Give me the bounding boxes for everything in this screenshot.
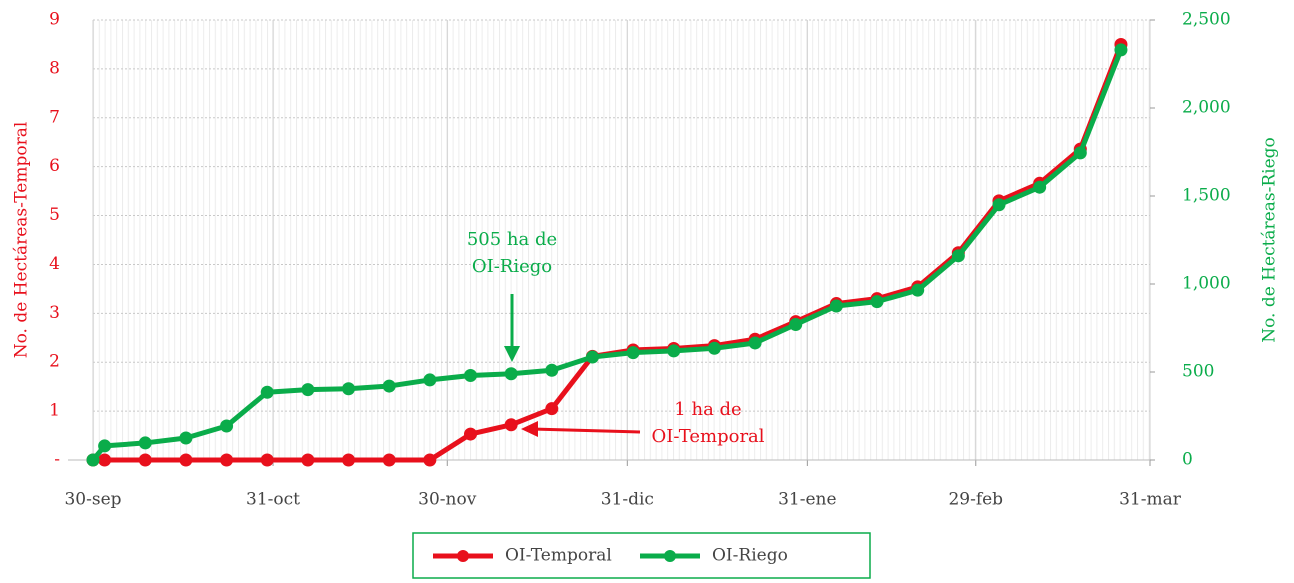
legend-marker xyxy=(664,550,676,562)
data-point xyxy=(992,198,1006,212)
data-point xyxy=(179,431,193,445)
data-point xyxy=(464,369,477,383)
x-tick-label: 30-sep xyxy=(64,490,121,510)
x-tick-label: 31-ene xyxy=(778,490,836,510)
y-tick-label: 3 xyxy=(49,303,60,323)
y-tick-label: 7 xyxy=(49,107,60,127)
data-point xyxy=(179,453,193,467)
y2-tick-label: 0 xyxy=(1182,450,1193,470)
annotation-arrow xyxy=(531,427,641,434)
data-point xyxy=(667,344,681,358)
data-point xyxy=(504,367,518,381)
data-point xyxy=(220,453,234,467)
annotation-arrowhead xyxy=(504,346,520,362)
data-point xyxy=(423,453,437,467)
data-point xyxy=(870,295,884,309)
data-point xyxy=(951,249,965,263)
y2-tick-label: 2,000 xyxy=(1182,98,1231,118)
data-point xyxy=(504,418,518,432)
data-point xyxy=(260,453,274,467)
y-tick-label: 2 xyxy=(49,352,60,372)
data-point xyxy=(707,341,721,355)
data-point xyxy=(626,346,640,360)
minor-grid xyxy=(93,20,1150,460)
x-tick-label: 29-feb xyxy=(948,490,1003,510)
data-point xyxy=(301,383,315,397)
data-point xyxy=(748,336,762,350)
data-point xyxy=(789,317,803,331)
y-tick-label: 4 xyxy=(49,254,60,274)
data-point xyxy=(342,453,356,467)
annotation: 505 ha de xyxy=(467,229,557,250)
data-point xyxy=(1114,43,1128,57)
data-point xyxy=(545,363,559,377)
y-tick-label: 6 xyxy=(49,156,60,176)
y-tick-label: - xyxy=(54,450,60,470)
y-tick-label: 5 xyxy=(49,205,60,225)
data-point xyxy=(98,453,112,467)
legend-marker xyxy=(457,550,469,562)
x-tick-label: 31-oct xyxy=(246,490,300,510)
y2-tick-label: 500 xyxy=(1182,362,1214,382)
data-point xyxy=(464,427,477,441)
data-point xyxy=(1033,180,1047,194)
y2-tick-label: 1,500 xyxy=(1182,186,1231,206)
legend-label: OI-Temporal xyxy=(505,546,612,566)
data-point xyxy=(1073,146,1087,160)
y-tick-label: 9 xyxy=(49,10,60,30)
x-tick-label: 31-dic xyxy=(601,490,654,510)
data-point xyxy=(98,439,112,453)
data-point xyxy=(138,436,152,450)
data-point xyxy=(382,453,396,467)
legend-label: OI-Riego xyxy=(712,546,788,566)
data-point xyxy=(342,382,356,396)
data-point xyxy=(829,299,843,313)
y2-tick-label: 2,500 xyxy=(1182,10,1231,30)
data-point xyxy=(86,453,100,467)
data-point xyxy=(138,453,152,467)
y2-axis-label: No. de Hectáreas-Riego xyxy=(1260,137,1280,343)
annotation: OI-Temporal xyxy=(651,426,764,447)
x-tick-label: 31-mar xyxy=(1119,490,1182,510)
x-tick-label: 30-nov xyxy=(418,490,477,510)
annotation: OI-Riego xyxy=(472,256,552,277)
data-point xyxy=(220,419,234,433)
data-point xyxy=(260,385,274,399)
annotation-arrowhead xyxy=(521,421,538,437)
data-point xyxy=(301,453,315,467)
data-point xyxy=(423,373,437,387)
data-point xyxy=(382,379,396,393)
data-point xyxy=(585,350,599,364)
y-tick-label: 1 xyxy=(49,401,60,421)
annotation: 1 ha de xyxy=(674,399,741,420)
y2-tick-label: 1,000 xyxy=(1182,274,1231,294)
data-point xyxy=(911,283,925,297)
y-tick-label: 8 xyxy=(49,58,60,78)
y-axis-label: No. de Hectáreas-Temporal xyxy=(12,122,32,359)
data-point xyxy=(545,402,559,416)
